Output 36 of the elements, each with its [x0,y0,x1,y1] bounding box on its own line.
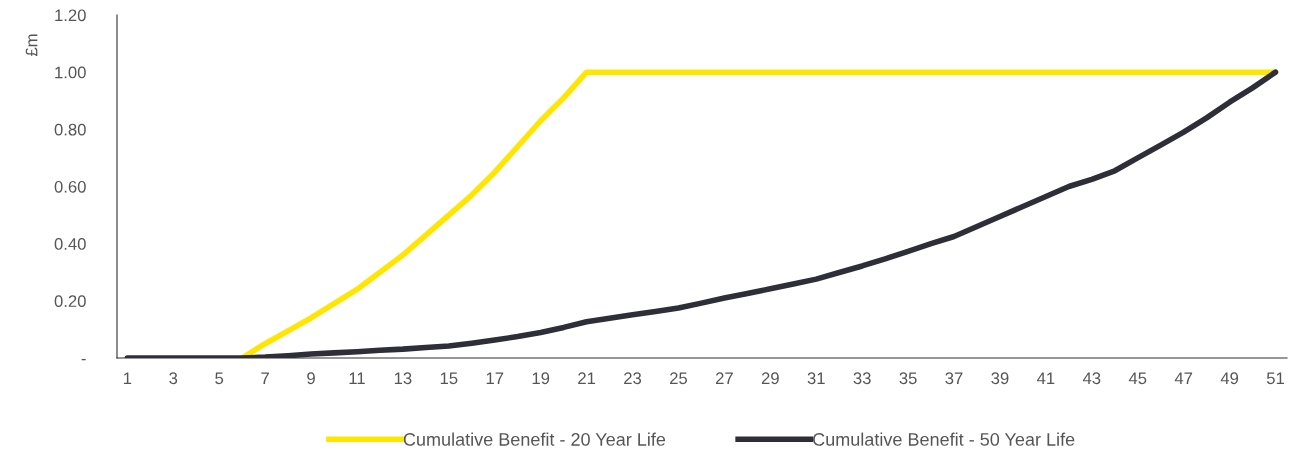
x-tick-label: 43 [1082,372,1101,385]
x-tick-label: 41 [1037,372,1055,384]
x-tick-label: 19 [532,372,550,385]
y-tick-label: 0.80 [54,123,86,136]
legend-label: Cumulative Benefit - 20 Year Life [403,432,666,446]
x-tick-label: 39 [991,372,1009,385]
x-tick-label: 3 [169,372,178,385]
y-tick-label: 0.40 [54,238,86,250]
x-tick-label: 47 [1174,372,1193,384]
x-tick-label: 13 [394,372,412,385]
x-tick-label: 9 [307,372,315,385]
x-tick-label: 11 [349,372,365,384]
y-tick-label: 0.60 [54,180,86,193]
x-tick-label: 31 [807,372,825,385]
x-tick-label: 23 [624,372,642,385]
y-tick-label: 1.20 [55,9,86,22]
x-tick-label: 35 [899,372,917,385]
x-tick-label: 15 [440,372,458,385]
y-tick-label: - [81,358,86,361]
x-tick-label: 27 [715,372,733,384]
x-tick-label: 33 [853,372,871,385]
x-tick-label: 1 [123,372,132,384]
x-tick-label: 51 [1266,372,1284,385]
x-tick-label: 37 [945,372,963,385]
y-axis-title: £m [25,34,38,57]
x-tick-label: 29 [761,372,779,385]
y-tick-label: 1.00 [55,66,86,79]
x-tick-label: 17 [486,372,504,384]
y-tick-label: 0.20 [54,295,86,308]
x-tick-label: 45 [1128,372,1147,385]
x-tick-label: 21 [578,372,596,384]
x-tick-label: 5 [215,372,224,385]
legend-label: Cumulative Benefit - 50 Year Life [813,432,1075,446]
x-tick-label: 7 [261,372,269,384]
x-tick-label: 49 [1220,372,1239,385]
x-tick-label: 25 [670,372,688,385]
